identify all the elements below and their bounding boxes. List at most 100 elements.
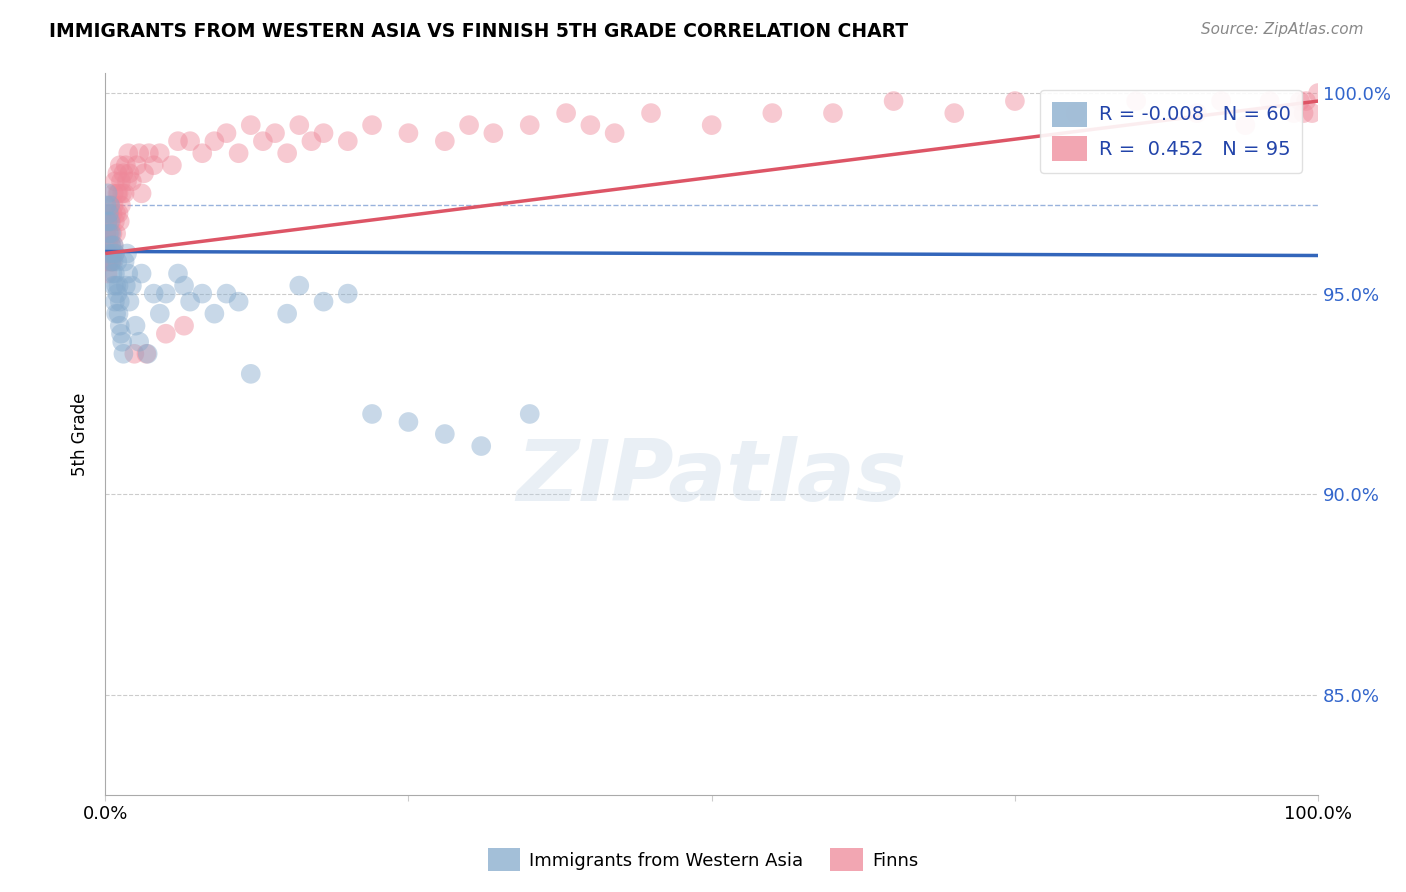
Point [103,278,125,293]
Point [101,227,124,241]
Point [288,278,311,293]
Point [124,318,146,333]
Point [398,415,420,429]
Point [114,186,136,201]
Point [555,106,578,120]
Point [103,186,125,201]
Point [101,206,124,220]
Point [239,118,262,132]
Point [336,286,359,301]
Point [173,318,195,333]
Point [215,286,238,301]
Point [103,198,125,212]
Point [114,254,136,268]
Point [142,286,165,301]
Point [1292,106,1315,120]
Point [155,326,177,341]
Point [117,146,139,161]
Point [115,246,138,260]
Point [104,174,127,188]
Point [128,146,150,161]
Point [107,186,129,201]
Point [104,267,127,281]
Point [108,294,131,309]
Point [603,126,626,140]
Point [202,307,225,321]
Text: Source: ZipAtlas.com: Source: ZipAtlas.com [1201,22,1364,37]
Point [579,118,602,132]
Point [96,198,118,212]
Point [108,318,131,333]
Point [96,254,118,268]
Point [202,134,225,148]
Point [433,427,456,442]
Point [128,334,150,349]
Point [121,174,143,188]
Point [97,214,120,228]
Point [105,206,128,220]
Point [1289,94,1312,108]
Point [110,174,132,188]
Point [107,307,129,321]
Point [179,294,201,309]
Point [107,206,129,220]
Point [118,166,141,180]
Point [470,439,492,453]
Point [155,286,177,301]
Point [160,158,183,172]
Point [117,267,139,281]
Point [228,294,250,309]
Point [104,246,127,260]
Point [761,106,783,120]
Point [121,278,143,293]
Legend: Immigrants from Western Asia, Finns: Immigrants from Western Asia, Finns [481,841,925,879]
Point [125,158,148,172]
Point [179,134,201,148]
Point [1209,94,1232,108]
Point [124,347,146,361]
Point [336,134,359,148]
Point [482,126,505,140]
Point [97,186,120,201]
Point [97,254,120,268]
Point [215,126,238,140]
Point [361,118,384,132]
Point [105,186,128,201]
Point [112,166,135,180]
Point [101,267,124,281]
Point [135,347,157,361]
Point [97,206,120,220]
Point [167,134,190,148]
Point [167,267,190,281]
Point [361,407,384,421]
Point [98,198,121,212]
Point [433,134,456,148]
Point [883,94,905,108]
Point [142,158,165,172]
Point [519,118,541,132]
Point [96,227,118,241]
Point [131,186,153,201]
Point [100,238,122,252]
Point [149,307,172,321]
Text: IMMIGRANTS FROM WESTERN ASIA VS FINNISH 5TH GRADE CORRELATION CHART: IMMIGRANTS FROM WESTERN ASIA VS FINNISH … [49,22,908,41]
Point [103,238,125,252]
Point [97,214,120,228]
Point [299,134,322,148]
Point [105,166,128,180]
Point [1258,94,1281,108]
Point [97,246,120,260]
Point [107,278,129,293]
Point [100,254,122,268]
Point [700,118,723,132]
Point [103,254,125,268]
Point [110,198,132,212]
Point [101,246,124,260]
Point [1301,106,1323,120]
Point [98,214,121,228]
Point [228,146,250,161]
Legend: R = -0.008   N = 60, R =  0.452   N = 95: R = -0.008 N = 60, R = 0.452 N = 95 [1040,90,1302,173]
Point [97,238,120,252]
Point [114,158,136,172]
Point [100,254,122,268]
